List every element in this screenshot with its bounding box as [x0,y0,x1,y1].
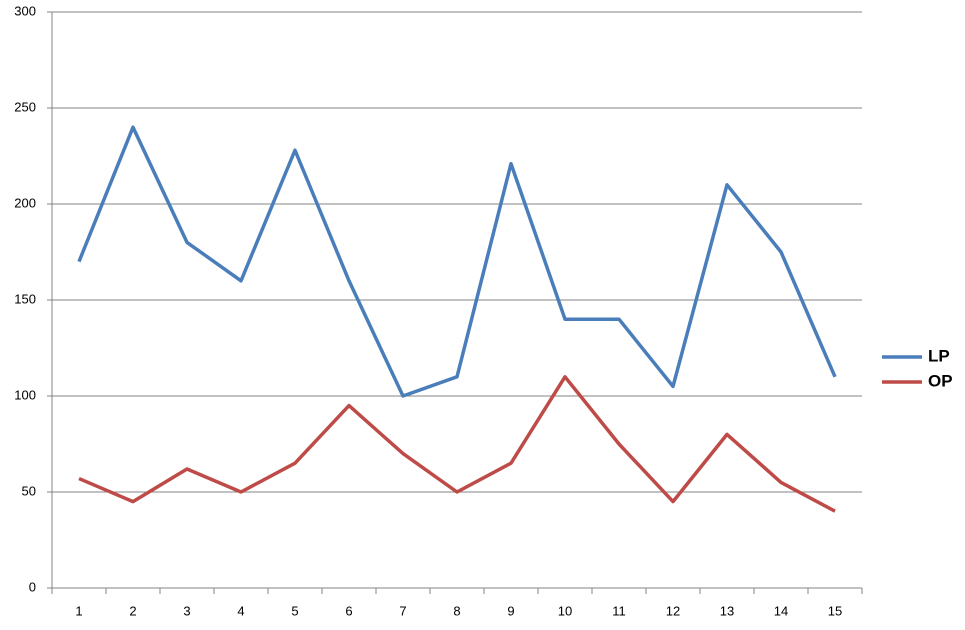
y-tick-label: 150 [14,291,36,306]
x-tick-label: 10 [558,603,572,618]
x-tick-label: 11 [612,603,626,618]
legend-label: LP [928,346,950,365]
x-tick-label: 4 [237,603,244,618]
y-tick-label: 100 [14,387,36,402]
x-tick-label: 13 [720,603,734,618]
x-tick-label: 1 [75,603,82,618]
x-tick-label: 14 [774,603,788,618]
x-tick-label: 15 [828,603,842,618]
y-tick-label: 200 [14,195,36,210]
x-tick-label: 2 [129,603,136,618]
x-tick-label: 3 [183,603,190,618]
y-tick-label: 50 [22,483,36,498]
x-tick-label: 5 [291,603,298,618]
y-tick-label: 250 [14,99,36,114]
y-tick-label: 300 [14,3,36,18]
series-line [78,375,836,513]
series-line [77,125,837,398]
y-tick-label: 0 [29,579,36,594]
x-tick-label: 12 [666,603,680,618]
x-tick-label: 8 [453,603,460,618]
x-tick-label: 6 [345,603,352,618]
x-tick-label: 7 [399,603,406,618]
x-tick-label: 9 [507,603,514,618]
legend-label: OP [928,371,953,390]
